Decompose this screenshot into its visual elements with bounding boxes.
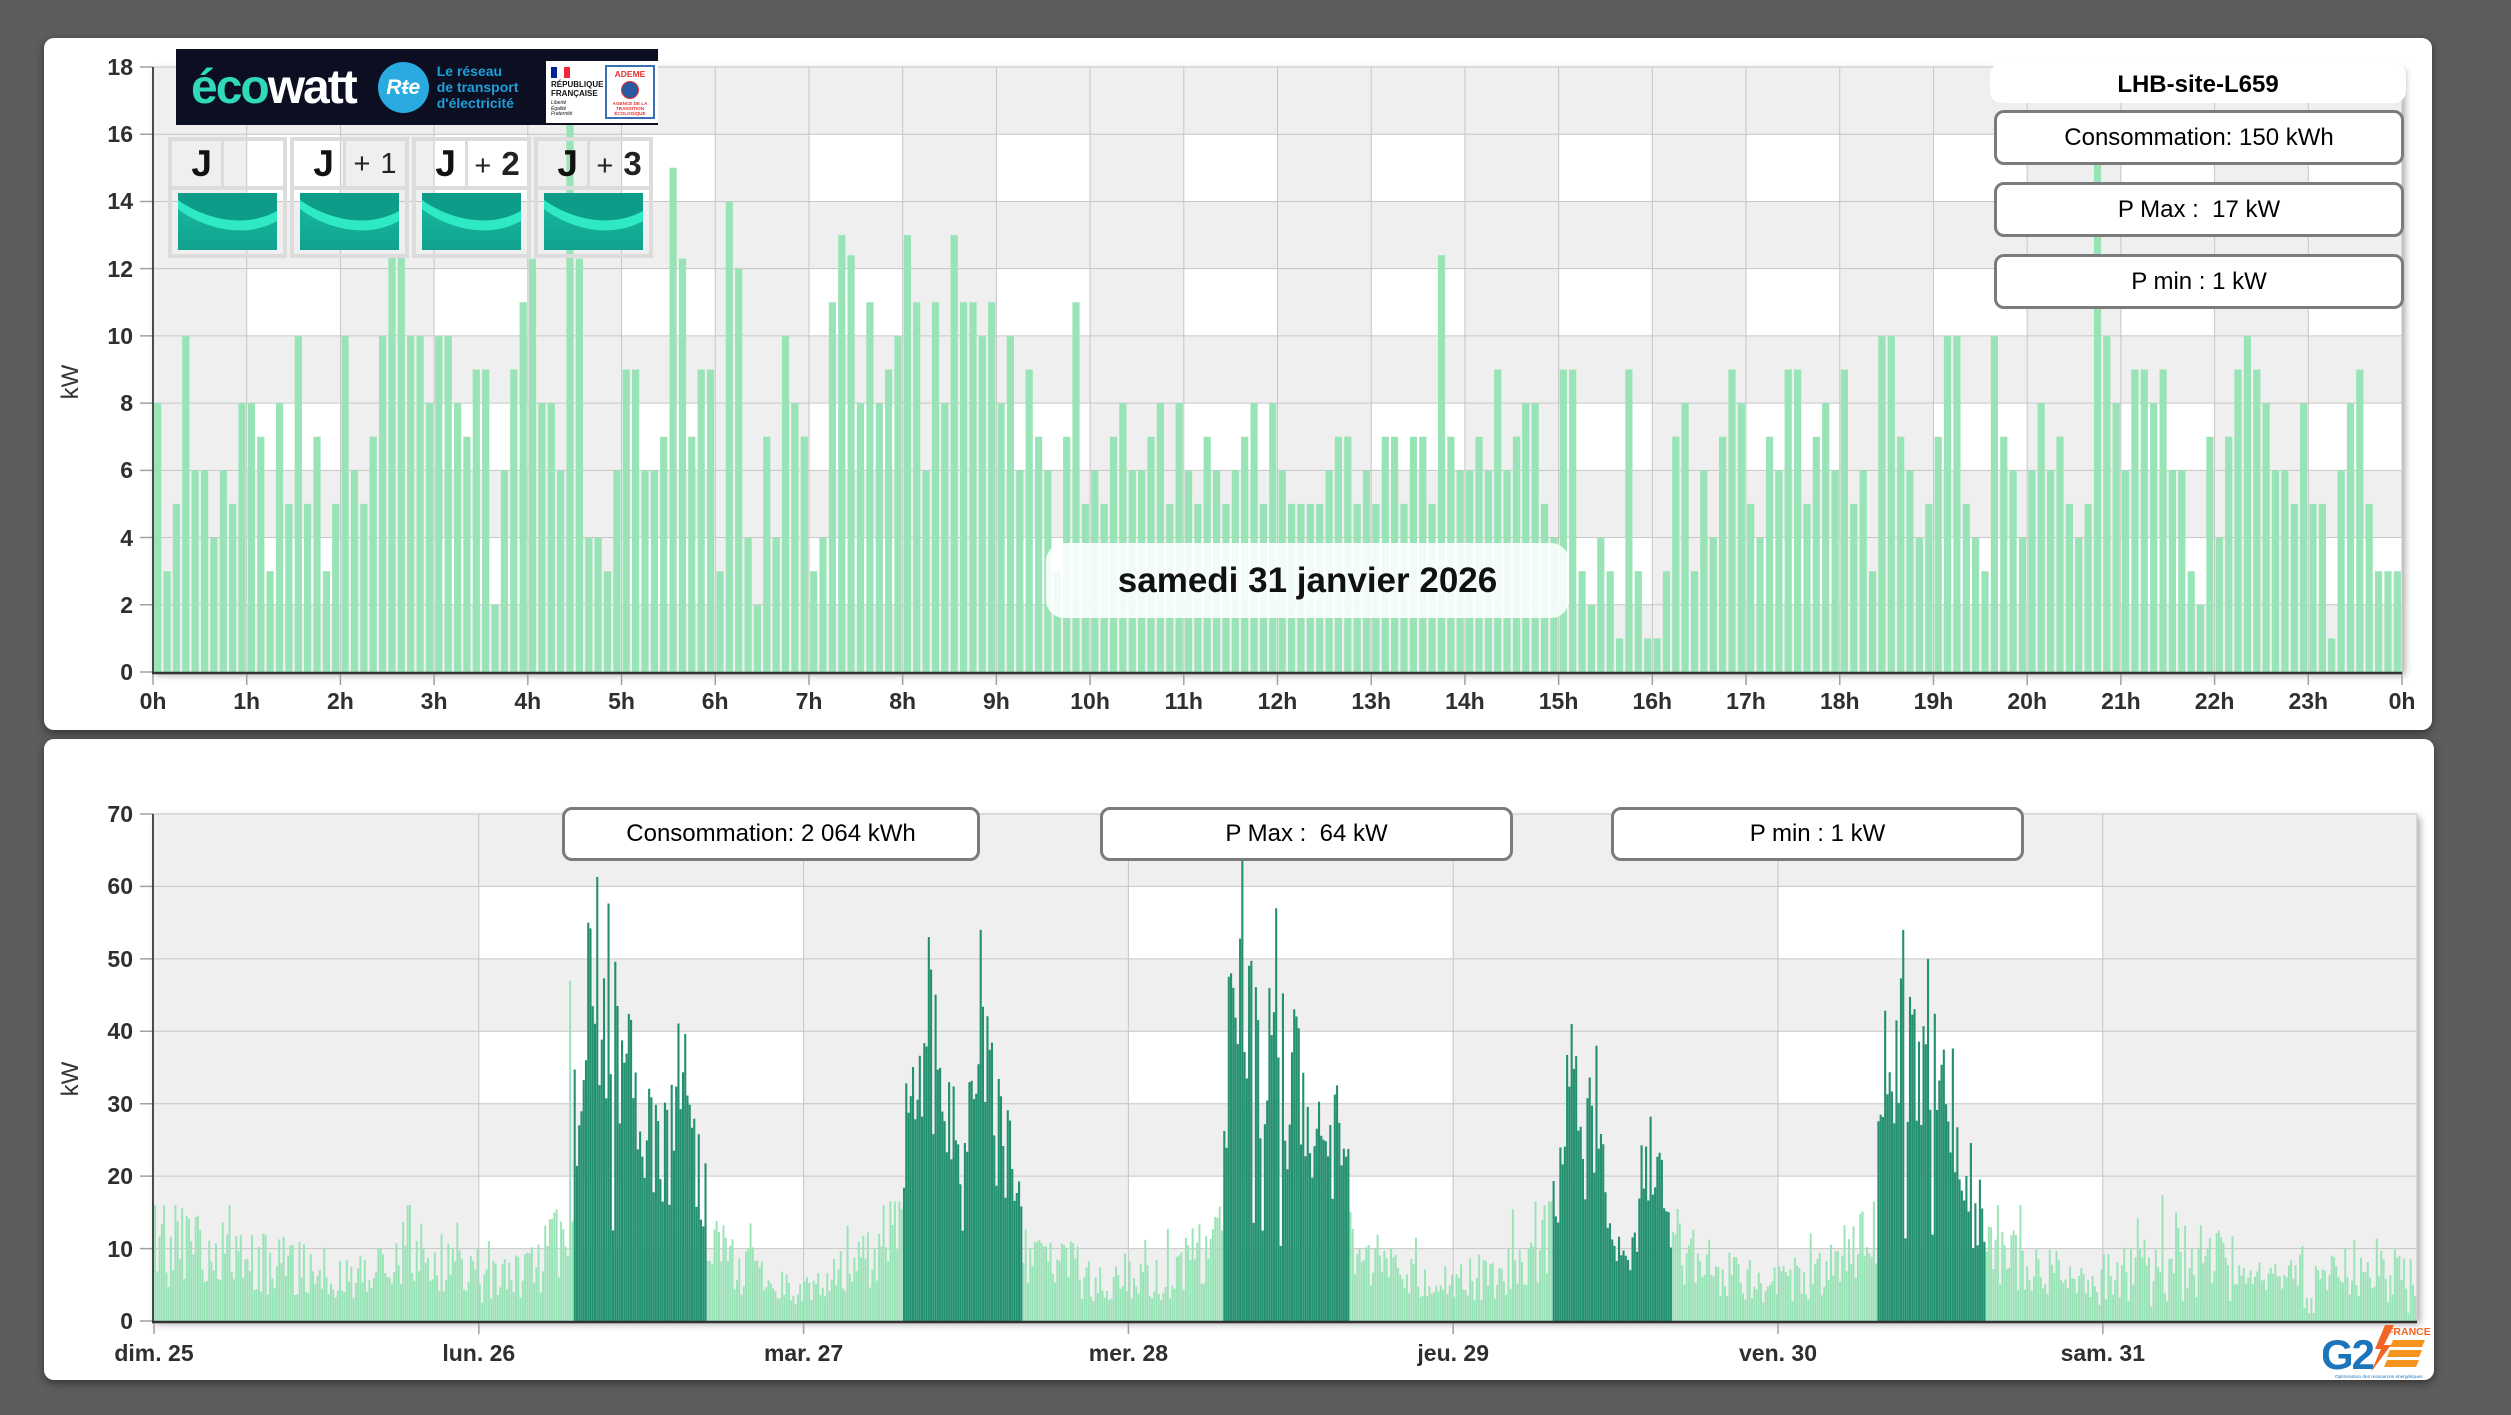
svg-text:0h: 0h [2389, 688, 2416, 714]
svg-text:19h: 19h [1914, 688, 1954, 714]
svg-text:18: 18 [107, 54, 133, 80]
svg-text:17h: 17h [1726, 688, 1766, 714]
svg-text:2: 2 [120, 592, 133, 618]
svg-text:mer. 28: mer. 28 [1089, 1340, 1168, 1366]
svg-text:21h: 21h [2101, 688, 2141, 714]
svg-text:40: 40 [107, 1018, 133, 1044]
svg-text:70: 70 [107, 801, 133, 827]
svg-text:kW: kW [57, 1061, 84, 1096]
svg-text:16: 16 [107, 121, 133, 147]
svg-text:4h: 4h [514, 688, 541, 714]
svg-text:9h: 9h [983, 688, 1010, 714]
svg-text:15h: 15h [1539, 688, 1579, 714]
svg-text:23h: 23h [2288, 688, 2328, 714]
svg-text:7h: 7h [796, 688, 823, 714]
svg-text:dim. 25: dim. 25 [114, 1340, 193, 1366]
svg-text:50: 50 [107, 946, 133, 972]
svg-text:30: 30 [107, 1091, 133, 1117]
svg-text:10: 10 [107, 323, 133, 349]
svg-text:sam. 31: sam. 31 [2061, 1340, 2146, 1366]
svg-text:ven. 30: ven. 30 [1739, 1340, 1817, 1366]
svg-text:8: 8 [120, 390, 133, 416]
svg-text:20: 20 [107, 1163, 133, 1189]
svg-text:4: 4 [120, 525, 133, 551]
svg-text:6: 6 [120, 457, 133, 483]
svg-text:kW: kW [57, 364, 84, 399]
svg-text:2h: 2h [327, 688, 354, 714]
svg-text:jeu. 29: jeu. 29 [1416, 1340, 1489, 1366]
svg-text:13h: 13h [1351, 688, 1391, 714]
svg-text:Optimisation des ressources én: Optimisation des ressources énergétiques [2335, 1374, 2423, 1379]
svg-text:mar. 27: mar. 27 [764, 1340, 843, 1366]
svg-text:12h: 12h [1258, 688, 1298, 714]
svg-text:12: 12 [107, 256, 133, 282]
svg-text:18h: 18h [1820, 688, 1860, 714]
svg-text:60: 60 [107, 873, 133, 899]
svg-text:0: 0 [120, 659, 133, 685]
svg-text:22h: 22h [2195, 688, 2235, 714]
svg-text:G2: G2 [2323, 1331, 2374, 1378]
svg-text:10: 10 [107, 1236, 133, 1262]
svg-text:8h: 8h [889, 688, 916, 714]
svg-text:14h: 14h [1445, 688, 1485, 714]
svg-text:11h: 11h [1165, 688, 1203, 714]
svg-text:14: 14 [107, 188, 133, 214]
svg-text:6h: 6h [702, 688, 729, 714]
svg-text:lun. 26: lun. 26 [442, 1340, 515, 1366]
svg-text:3h: 3h [421, 688, 448, 714]
svg-text:20h: 20h [2007, 688, 2047, 714]
svg-text:10h: 10h [1070, 688, 1110, 714]
svg-text:1h: 1h [233, 688, 260, 714]
svg-text:0h: 0h [140, 688, 167, 714]
svg-text:0: 0 [120, 1308, 133, 1334]
svg-text:16h: 16h [1632, 688, 1672, 714]
svg-text:5h: 5h [608, 688, 635, 714]
svg-text:FRANCE: FRANCE [2387, 1326, 2431, 1338]
